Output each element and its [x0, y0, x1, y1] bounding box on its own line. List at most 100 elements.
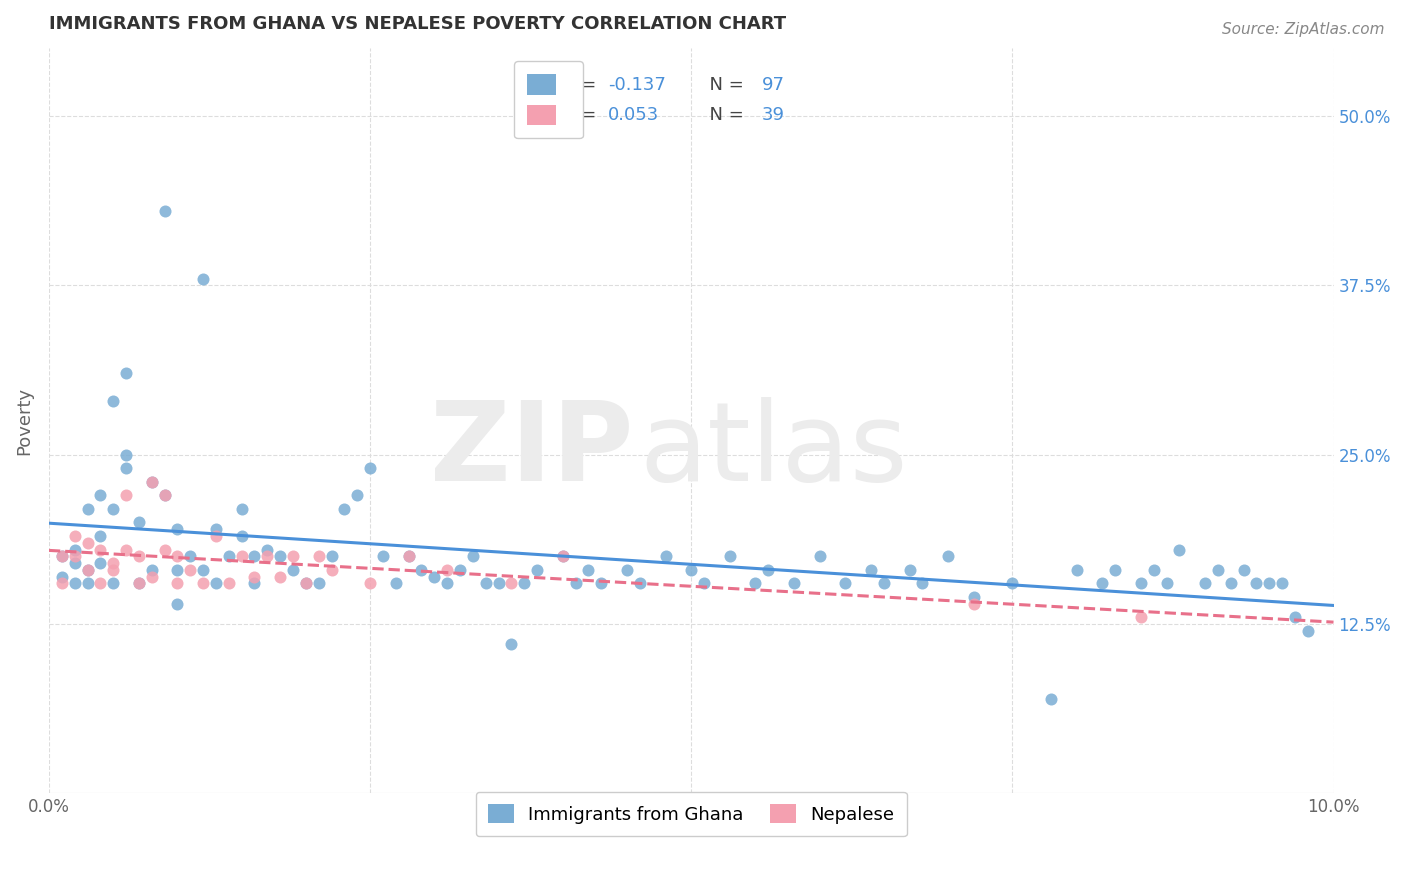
- Point: [295, 576, 318, 591]
- Point: [756, 563, 779, 577]
- Point: [141, 475, 163, 489]
- Text: 0.053: 0.053: [607, 106, 659, 125]
- Point: [654, 549, 676, 564]
- Point: [281, 549, 304, 564]
- Point: [333, 502, 356, 516]
- Point: [1232, 563, 1254, 577]
- Point: [474, 576, 496, 591]
- Point: [205, 576, 228, 591]
- Text: R =: R =: [562, 106, 602, 125]
- Point: [166, 549, 188, 564]
- Text: Source: ZipAtlas.com: Source: ZipAtlas.com: [1222, 22, 1385, 37]
- Text: 97: 97: [762, 76, 785, 94]
- Point: [1039, 691, 1062, 706]
- Text: IMMIGRANTS FROM GHANA VS NEPALESE POVERTY CORRELATION CHART: IMMIGRANTS FROM GHANA VS NEPALESE POVERT…: [49, 15, 786, 33]
- Legend: Immigrants from Ghana, Nepalese: Immigrants from Ghana, Nepalese: [475, 792, 907, 837]
- Point: [128, 549, 150, 564]
- Point: [243, 576, 266, 591]
- Point: [308, 576, 330, 591]
- Point: [218, 576, 240, 591]
- Text: 39: 39: [762, 106, 785, 125]
- Point: [205, 522, 228, 536]
- Point: [873, 576, 896, 591]
- Point: [231, 502, 253, 516]
- Point: [578, 563, 600, 577]
- Point: [551, 549, 574, 564]
- Point: [513, 576, 536, 591]
- Point: [411, 563, 433, 577]
- Point: [115, 461, 138, 475]
- Point: [616, 563, 638, 577]
- Point: [128, 516, 150, 530]
- Text: R =: R =: [562, 76, 602, 94]
- Point: [718, 549, 741, 564]
- Point: [346, 488, 368, 502]
- Point: [153, 488, 176, 502]
- Point: [141, 563, 163, 577]
- Point: [744, 576, 766, 591]
- Point: [191, 271, 214, 285]
- Point: [128, 576, 150, 591]
- Point: [115, 542, 138, 557]
- Point: [51, 569, 73, 583]
- Point: [115, 367, 138, 381]
- Point: [63, 576, 86, 591]
- Point: [808, 549, 831, 564]
- Point: [385, 576, 408, 591]
- Point: [153, 488, 176, 502]
- Point: [191, 576, 214, 591]
- Point: [63, 549, 86, 564]
- Point: [103, 502, 125, 516]
- Point: [243, 569, 266, 583]
- Point: [76, 576, 98, 591]
- Point: [1296, 624, 1319, 638]
- Point: [89, 556, 111, 570]
- Y-axis label: Poverty: Poverty: [15, 387, 32, 455]
- Point: [115, 448, 138, 462]
- Point: [89, 542, 111, 557]
- Point: [371, 549, 394, 564]
- Point: [243, 549, 266, 564]
- Point: [1206, 563, 1229, 577]
- Point: [1284, 610, 1306, 624]
- Point: [488, 576, 510, 591]
- Point: [141, 475, 163, 489]
- Point: [551, 549, 574, 564]
- Point: [963, 597, 986, 611]
- Point: [166, 576, 188, 591]
- Point: [51, 549, 73, 564]
- Point: [681, 563, 703, 577]
- Point: [321, 549, 343, 564]
- Point: [76, 563, 98, 577]
- Text: N =: N =: [697, 76, 749, 94]
- Point: [783, 576, 806, 591]
- Point: [63, 542, 86, 557]
- Point: [564, 576, 586, 591]
- Point: [141, 569, 163, 583]
- Text: N =: N =: [697, 106, 749, 125]
- Point: [1194, 576, 1216, 591]
- Point: [295, 576, 318, 591]
- Point: [76, 563, 98, 577]
- Point: [269, 549, 291, 564]
- Point: [103, 576, 125, 591]
- Point: [1091, 576, 1114, 591]
- Point: [166, 522, 188, 536]
- Point: [1001, 576, 1024, 591]
- Point: [898, 563, 921, 577]
- Point: [1271, 576, 1294, 591]
- Point: [936, 549, 959, 564]
- Point: [256, 549, 278, 564]
- Point: [359, 576, 381, 591]
- Text: -0.137: -0.137: [607, 76, 665, 94]
- Point: [628, 576, 651, 591]
- Point: [153, 542, 176, 557]
- Point: [693, 576, 716, 591]
- Point: [308, 549, 330, 564]
- Point: [1143, 563, 1166, 577]
- Point: [501, 637, 523, 651]
- Point: [115, 488, 138, 502]
- Point: [501, 576, 523, 591]
- Text: ZIP: ZIP: [430, 397, 634, 504]
- Point: [1066, 563, 1088, 577]
